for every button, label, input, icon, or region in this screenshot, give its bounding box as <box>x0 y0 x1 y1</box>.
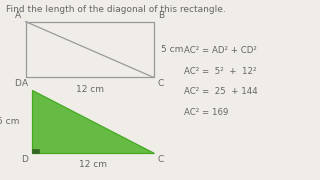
Text: AC² =  25  + 144: AC² = 25 + 144 <box>184 87 258 96</box>
Bar <box>32 149 39 153</box>
Text: Find the length of the diagonal of this rectangle.: Find the length of the diagonal of this … <box>6 4 226 14</box>
Polygon shape <box>32 90 154 153</box>
Text: AC² =  5²  +  12²: AC² = 5² + 12² <box>184 67 257 76</box>
Text: D: D <box>15 79 21 88</box>
Text: A: A <box>22 79 28 88</box>
Text: C: C <box>158 155 164 164</box>
Text: 5 cm: 5 cm <box>0 117 19 126</box>
Text: C: C <box>158 79 164 88</box>
Text: AC² = AD² + CD²: AC² = AD² + CD² <box>184 46 257 55</box>
Text: 12 cm: 12 cm <box>79 160 107 169</box>
Text: AC² = 169: AC² = 169 <box>184 108 228 117</box>
Text: 5 cm: 5 cm <box>161 45 183 54</box>
Text: A: A <box>15 11 21 20</box>
Text: D: D <box>21 155 28 164</box>
Text: 12 cm: 12 cm <box>76 85 104 94</box>
Text: B: B <box>158 11 164 20</box>
